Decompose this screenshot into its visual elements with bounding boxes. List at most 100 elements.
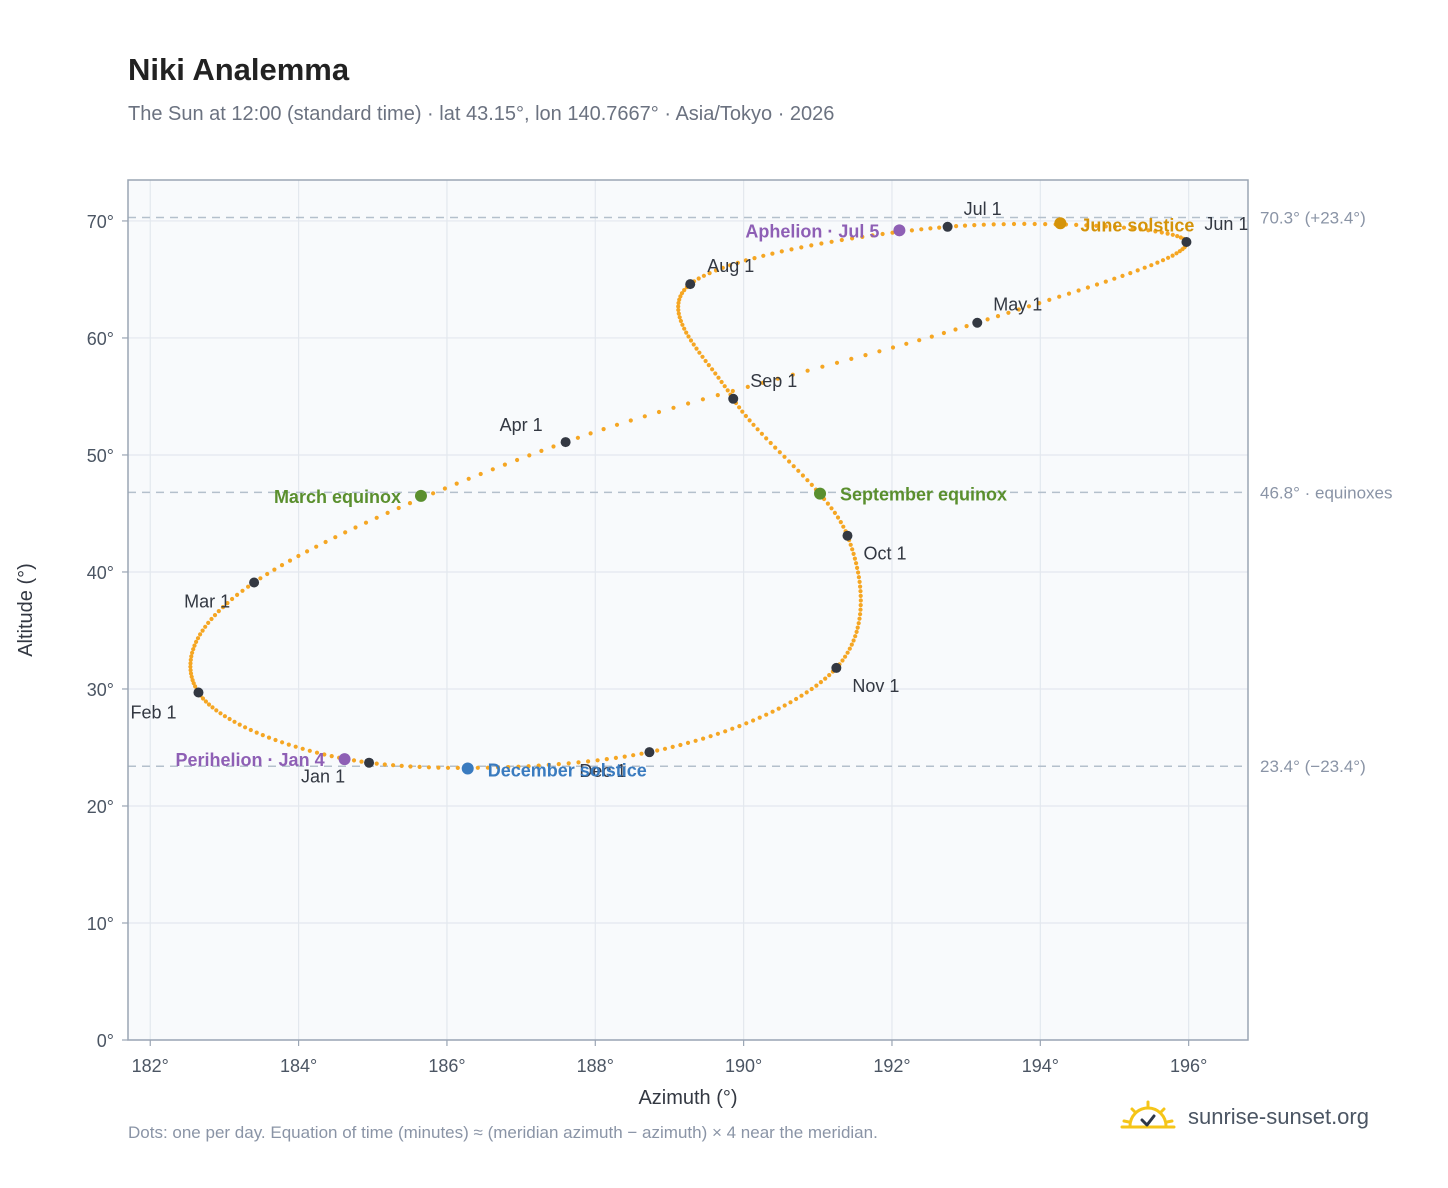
daily-dot (809, 482, 814, 487)
daily-dot (426, 765, 431, 770)
daily-dot (1094, 282, 1100, 287)
daily-dot (851, 638, 856, 643)
daily-dot (850, 547, 855, 552)
daily-dot (1043, 222, 1048, 227)
daily-dot (1006, 310, 1011, 315)
month-marker (842, 530, 853, 541)
month-label: Mar 1 (184, 592, 230, 612)
daily-dot (694, 346, 699, 351)
daily-dot (858, 607, 863, 612)
daily-dot (790, 372, 795, 377)
daily-dot (843, 654, 848, 659)
daily-dot (516, 764, 521, 769)
daily-dot (693, 738, 698, 743)
daily-dot (814, 683, 819, 688)
daily-dot (382, 762, 387, 767)
daily-dot (235, 592, 240, 598)
y-tick-label: 70° (87, 212, 114, 232)
month-label: Feb 1 (130, 702, 176, 722)
y-tick-label: 60° (87, 329, 114, 349)
daily-dot (613, 755, 619, 761)
daily-dot (586, 759, 591, 764)
month-label: Aug 1 (707, 256, 754, 276)
daily-dot (805, 478, 810, 483)
daily-dot (1076, 288, 1081, 293)
daily-dot (614, 422, 620, 427)
event-marker (414, 489, 427, 502)
daily-dot (203, 699, 208, 704)
event-marker (814, 487, 827, 500)
daily-dot (855, 625, 860, 630)
daily-dot (343, 530, 348, 535)
daily-dot (740, 409, 745, 414)
daily-dot (329, 754, 334, 759)
daily-dot (856, 570, 861, 575)
daily-dot (628, 418, 633, 423)
daily-dot (243, 725, 248, 730)
daily-dot (300, 746, 305, 751)
month-marker (831, 662, 842, 673)
daily-dot (825, 501, 831, 506)
x-tick-label: 184° (280, 1056, 317, 1076)
daily-dot (595, 758, 600, 763)
plot-frame (127, 179, 1249, 1041)
daily-dot (991, 222, 996, 227)
daily-dot (1160, 258, 1166, 263)
x-tick-label: 192° (873, 1056, 910, 1076)
daily-dot (639, 751, 644, 756)
daily-dot (858, 584, 863, 589)
daily-dot (809, 243, 814, 248)
footnote: Dots: one per day. Equation of time (min… (128, 1123, 878, 1142)
daily-dot (1178, 235, 1183, 240)
daily-dot (216, 609, 221, 614)
daily-dot (195, 636, 201, 641)
daily-dot (455, 765, 460, 771)
daily-dot (701, 736, 706, 741)
daily-dot (768, 440, 773, 446)
daily-dot (730, 726, 735, 731)
daily-dot (417, 764, 422, 770)
month-marker (728, 393, 739, 404)
daily-dot (323, 539, 328, 545)
daily-dot (475, 765, 480, 770)
x-tick-label: 186° (428, 1056, 465, 1076)
daily-dot (840, 658, 845, 663)
daily-dot (759, 431, 765, 436)
daily-dot (745, 384, 750, 389)
event-marker (893, 224, 906, 237)
daily-dot (730, 388, 735, 394)
daily-dot (206, 620, 211, 626)
daily-dot (777, 450, 782, 455)
daily-dot (735, 260, 740, 265)
sun-logo-icon (1120, 1100, 1176, 1129)
daily-dot (676, 311, 681, 316)
x-tick-label: 196° (1170, 1056, 1207, 1076)
daily-dot (656, 409, 662, 415)
daily-dot (333, 535, 338, 540)
daily-dot (399, 763, 404, 769)
daily-dot (536, 763, 541, 768)
daily-dot (566, 761, 571, 766)
daily-dot (194, 639, 199, 645)
daily-dot (855, 565, 860, 571)
daily-dot (858, 612, 863, 617)
daily-dot (782, 454, 787, 459)
event-marker (1054, 217, 1067, 230)
daily-dot (363, 520, 369, 525)
daily-dot (515, 457, 520, 463)
daily-dot (782, 703, 787, 708)
daily-dot (856, 621, 861, 626)
month-marker (942, 221, 953, 232)
daily-dot (314, 544, 319, 549)
y-tick-label: 10° (87, 914, 114, 934)
brand-logo[interactable]: sunrise-sunset.org (1120, 1100, 1369, 1134)
daily-dot (188, 657, 193, 663)
daily-dot (779, 249, 784, 254)
daily-dot (677, 315, 682, 320)
daily-dot (680, 322, 685, 327)
daily-dot (877, 349, 882, 354)
daily-dot (265, 571, 270, 577)
daily-dot (203, 624, 208, 629)
daily-dot (723, 729, 728, 734)
